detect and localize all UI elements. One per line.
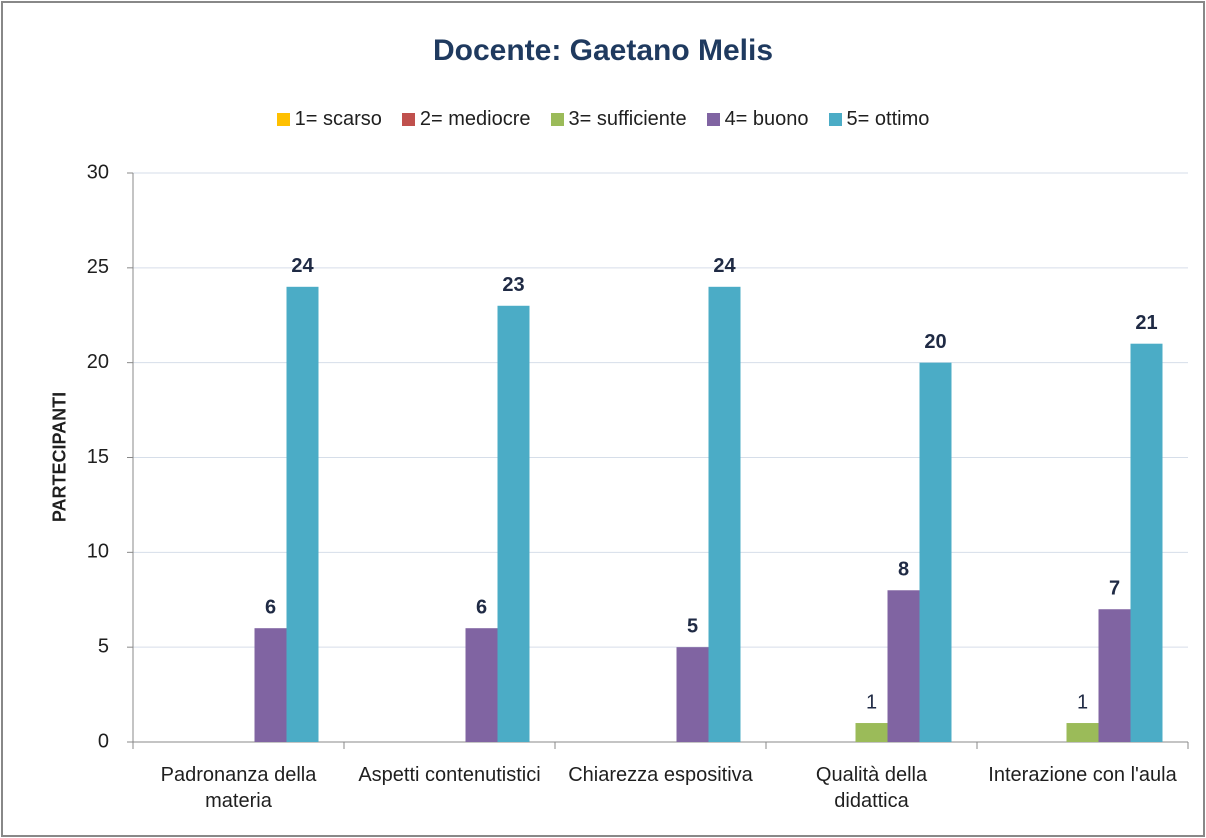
data-label: 5 (687, 615, 698, 637)
data-label: 1 (866, 691, 877, 713)
bar (887, 590, 920, 742)
x-tick-label: Chiarezza espositiva (568, 764, 753, 786)
bar (465, 628, 498, 742)
data-label: 21 (1135, 312, 1157, 334)
data-label: 23 (502, 274, 524, 296)
y-tick-label: 25 (87, 256, 109, 278)
bar (286, 286, 319, 742)
legend-swatch (706, 113, 720, 126)
bar (708, 286, 741, 742)
y-tick-label: 0 (98, 730, 109, 752)
bar (1066, 723, 1099, 742)
bar (254, 628, 287, 742)
legend-label: 5= ottimo (846, 108, 930, 130)
bar (676, 647, 709, 742)
x-tick-label: Interazione con l'aula (988, 764, 1177, 786)
legend-item: 5= ottimo (828, 108, 930, 131)
chart-title: Docente: Gaetano Melis (432, 34, 774, 67)
y-tick-label: 10 (87, 541, 109, 563)
y-axis-label: PARTECIPANTI (49, 391, 70, 523)
data-label: 8 (898, 559, 909, 581)
x-tick-label: Padronanza della materia (160, 764, 317, 812)
x-tick-label: Aspetti contenutistici (358, 764, 541, 786)
y-tick-label: 5 (98, 635, 109, 657)
legend-label: 1= scarso (294, 108, 382, 130)
data-label: 7 (1109, 578, 1120, 600)
data-label: 24 (713, 255, 736, 277)
bar (1130, 343, 1163, 742)
bar (497, 305, 530, 742)
legend: 1= scarso 2= mediocre 3= sufficiente 4= buo… (0, 108, 1206, 131)
legend-item: 1= scarso (276, 108, 382, 131)
legend-swatch (401, 113, 415, 126)
y-tick-label: 20 (87, 351, 109, 373)
y-tick-label: 15 (87, 446, 109, 468)
bar (919, 362, 952, 742)
legend-swatch (550, 113, 564, 126)
legend-item: 2= mediocre (401, 108, 531, 131)
x-tick-label: Qualità della didattica (815, 764, 928, 812)
legend-swatch (828, 113, 842, 126)
legend-item: 3= sufficiente (550, 108, 687, 131)
legend-item: 4= buono (706, 108, 809, 131)
data-label: 6 (476, 596, 487, 618)
bar (855, 723, 888, 742)
y-tick-label: 30 (87, 161, 109, 183)
data-label: 1 (1077, 691, 1088, 713)
legend-label: 3= sufficiente (568, 108, 687, 130)
legend-label: 4= buono (724, 108, 809, 130)
legend-swatch (276, 113, 290, 126)
bar (1098, 609, 1131, 742)
data-label: 20 (924, 331, 946, 353)
legend-label: 2= mediocre (419, 108, 531, 130)
data-label: 24 (291, 255, 314, 277)
data-label: 6 (265, 596, 276, 618)
